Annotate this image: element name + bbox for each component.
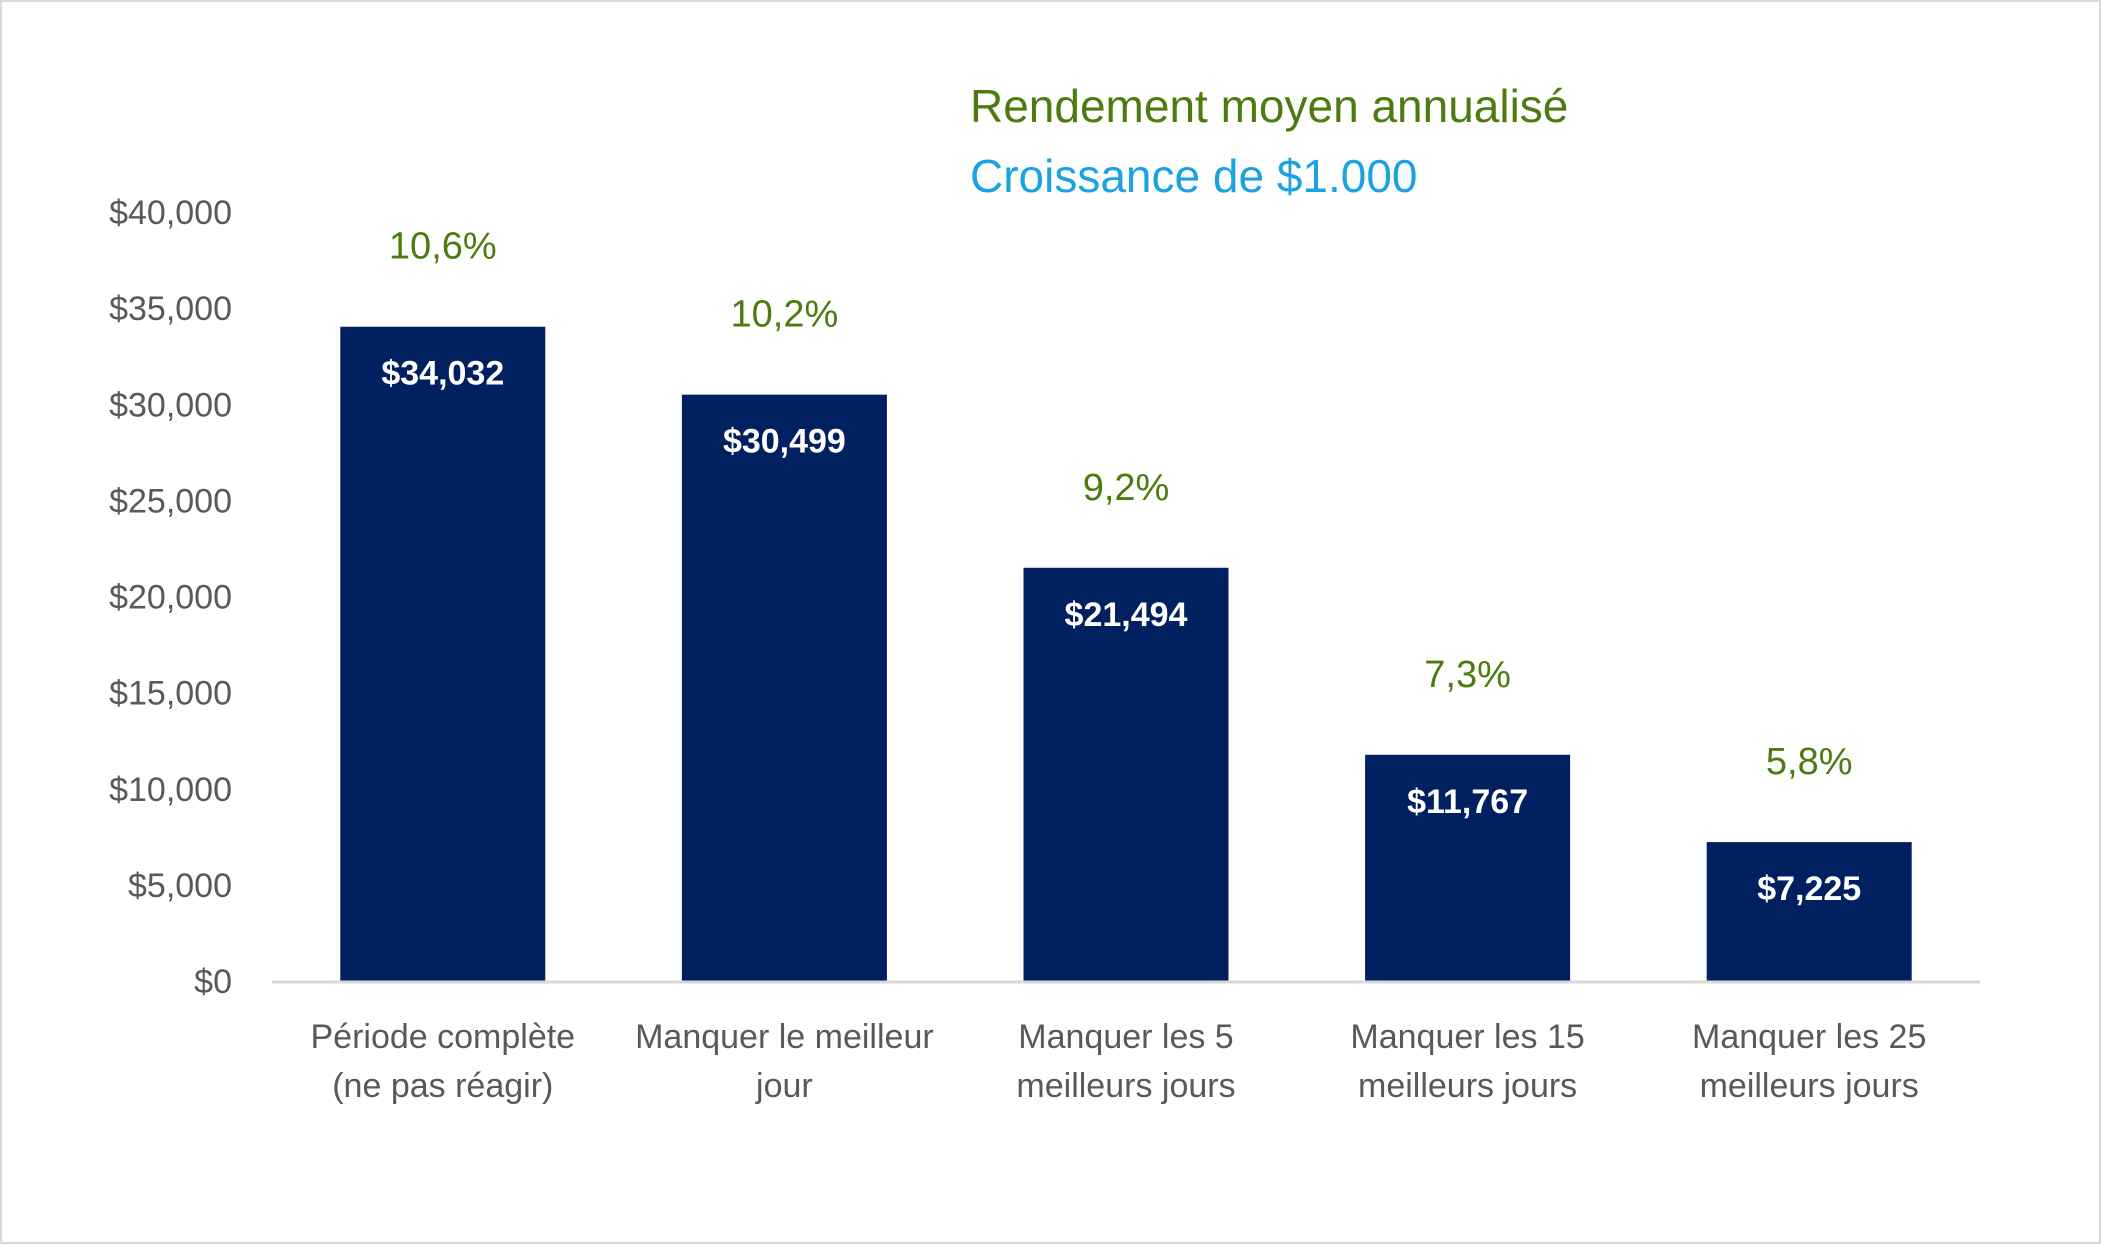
- annualized-return-label: 5,8%: [1766, 741, 1853, 783]
- y-tick-label: $0: [194, 963, 232, 1001]
- annualized-return-label: 9,2%: [1083, 467, 1170, 509]
- legend-item-0: Rendement moyen annualisé: [970, 80, 1568, 132]
- bar: [1706, 842, 1912, 981]
- y-tick-label: $40,000: [109, 194, 232, 232]
- y-tick-label: $15,000: [109, 675, 232, 713]
- bar-value-label: $21,494: [1065, 596, 1188, 634]
- x-tick-label: Manquer les 15 meilleurs jours: [1350, 1018, 1584, 1105]
- legend-item-1: Croissance de $1.000: [970, 150, 1418, 202]
- y-tick-label: $35,000: [109, 290, 232, 328]
- y-tick-label: $20,000: [109, 579, 232, 617]
- chart-legend: Rendement moyen annualisé Croissance de $…: [970, 80, 1568, 202]
- bar-value-label: $7,225: [1757, 870, 1861, 908]
- y-tick-label: $30,000: [109, 386, 232, 424]
- bar-value-label: $34,032: [381, 355, 504, 393]
- x-tick-label: Manquer le meilleur jour: [635, 1018, 934, 1105]
- bar-value-label: $11,767: [1407, 783, 1528, 821]
- bar: [340, 326, 546, 981]
- y-tick-label: $5,000: [128, 867, 232, 905]
- bar-value-label: $30,499: [723, 423, 846, 461]
- annualized-return-label: 10,2%: [731, 294, 839, 336]
- bar: [1023, 567, 1229, 981]
- y-tick-label: $25,000: [109, 482, 232, 520]
- y-axis: $0 $5,000 $10,000 $15,000 $20,000 $25,000 $30,…: [109, 194, 232, 1001]
- bar: [681, 394, 887, 981]
- x-tick-label: Manquer les 25 meilleurs jours: [1692, 1018, 1926, 1105]
- x-axis: Période complète (ne pas réagir) Manquer l…: [272, 980, 1980, 1105]
- y-tick-label: $10,000: [109, 771, 232, 809]
- x-tick-label: Manquer les 5 meilleurs jours: [1016, 1018, 1235, 1105]
- bars: $34,032 10,6% $30,499 10,2% $21,494 9,2% $11,7…: [340, 226, 1912, 981]
- annualized-return-label: 10,6%: [389, 226, 497, 268]
- annualized-return-label: 7,3%: [1424, 654, 1511, 696]
- x-tick-label: Période complète (ne pas réagir): [310, 1018, 575, 1105]
- bar: [1365, 754, 1571, 981]
